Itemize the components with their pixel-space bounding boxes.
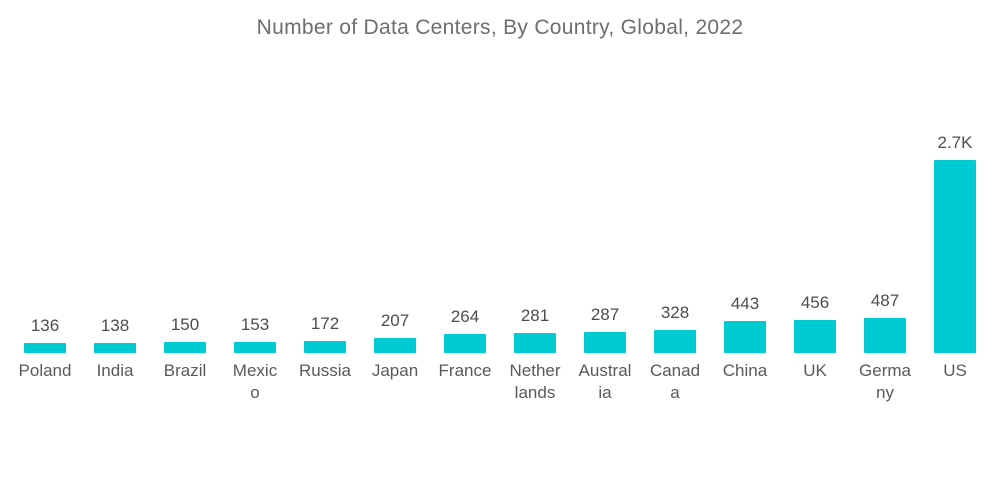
value-label: 487 [870,291,900,310]
category-label-line: UK [803,361,827,380]
bar-column: 328 Canad a [640,121,710,404]
bar-column: 487 Germa ny [850,121,920,404]
category-label-line: France [438,361,492,380]
bar-stack: 138 [80,121,150,353]
category-label: UK [803,360,827,382]
category-label-line: Russia [299,361,351,380]
value-label: 328 [660,303,690,322]
bar-stack: 328 [640,121,710,353]
category-label: Austral ia [579,360,632,404]
bar-stack: 2.7K [920,121,990,353]
value-label: 2.7K [937,133,973,152]
category-label: Nether lands [509,360,560,404]
bar-column: 153 Mexic o [220,121,290,404]
category-label-line: Mexic [232,361,278,380]
bar-stack: 281 [500,121,570,353]
value-label: 264 [450,307,480,326]
category-label: Japan [372,360,418,382]
bar-column: 287 Austral ia [570,121,640,404]
value-label: 456 [800,293,830,312]
category-label: Brazil [164,360,207,382]
category-label-line: Brazil [163,361,207,380]
bar [24,343,66,353]
category-label-line: ia [598,383,612,402]
category-label: US [943,360,967,382]
value-label: 281 [520,306,550,325]
value-label: 443 [730,294,760,313]
category-label-line: Nether [509,361,561,380]
category-label-line: India [96,361,134,380]
bar [94,343,136,353]
bar-stack: 264 [430,121,500,353]
bar-stack: 136 [10,121,80,353]
bar [794,320,836,353]
category-label: Canad a [650,360,700,404]
category-label-line: o [250,383,260,402]
bar-column: 2.7K US [920,121,990,404]
bar-column: 281 Nether lands [500,121,570,404]
bar-column: 136 Poland [10,121,80,404]
category-label-line: Canad [649,361,701,380]
category-label: Poland [19,360,72,382]
bar-column: 138 India [80,121,150,404]
bar [444,334,486,353]
value-label: 138 [100,316,130,335]
category-label-line: Austral [578,361,632,380]
bar [304,341,346,353]
category-label: France [439,360,492,382]
bar [514,333,556,353]
bar-stack: 443 [710,121,780,353]
bar-stack: 153 [220,121,290,353]
bar [654,330,696,353]
category-label: Germa ny [859,360,911,404]
category-label: India [97,360,134,382]
bar-stack: 487 [850,121,920,353]
value-label: 153 [240,315,270,334]
category-label-line: US [943,361,967,380]
bar-column: 456 UK [780,121,850,404]
bar-stack: 150 [150,121,220,353]
bar-stack: 456 [780,121,850,353]
category-label-line: ny [876,383,894,402]
category-label-line: China [722,361,768,380]
bar [164,342,206,353]
value-label: 207 [380,311,410,330]
category-label-line: Poland [18,361,72,380]
bar [374,338,416,353]
category-label-line: Japan [371,361,419,380]
bar-column: 172 Russia [290,121,360,404]
category-label-line: a [670,383,680,402]
bar-column: 207 Japan [360,121,430,404]
bar-column: 150 Brazil [150,121,220,404]
bar [724,321,766,353]
value-label: 172 [310,314,340,333]
value-label: 150 [170,315,200,334]
bar [864,318,906,353]
category-label-line: Germa [859,361,911,380]
category-label: China [723,360,767,382]
value-label: 136 [30,316,60,335]
bar-stack: 172 [290,121,360,353]
bar-column: 443 China [710,121,780,404]
value-label: 287 [590,305,620,324]
bar-column: 264 France [430,121,500,404]
chart-title: Number of Data Centers, By Country, Glob… [256,16,744,39]
category-label: Russia [299,360,351,382]
category-label: Mexic o [233,360,277,404]
bar-stack: 287 [570,121,640,353]
bar [584,332,626,353]
bar-columns: 136 Poland 138 India 150 Brazil 153 Mexic o 172 Ru… [10,121,990,404]
bar [934,160,976,353]
bar-stack: 207 [360,121,430,353]
bar [234,342,276,353]
category-label-line: lands [514,383,556,402]
